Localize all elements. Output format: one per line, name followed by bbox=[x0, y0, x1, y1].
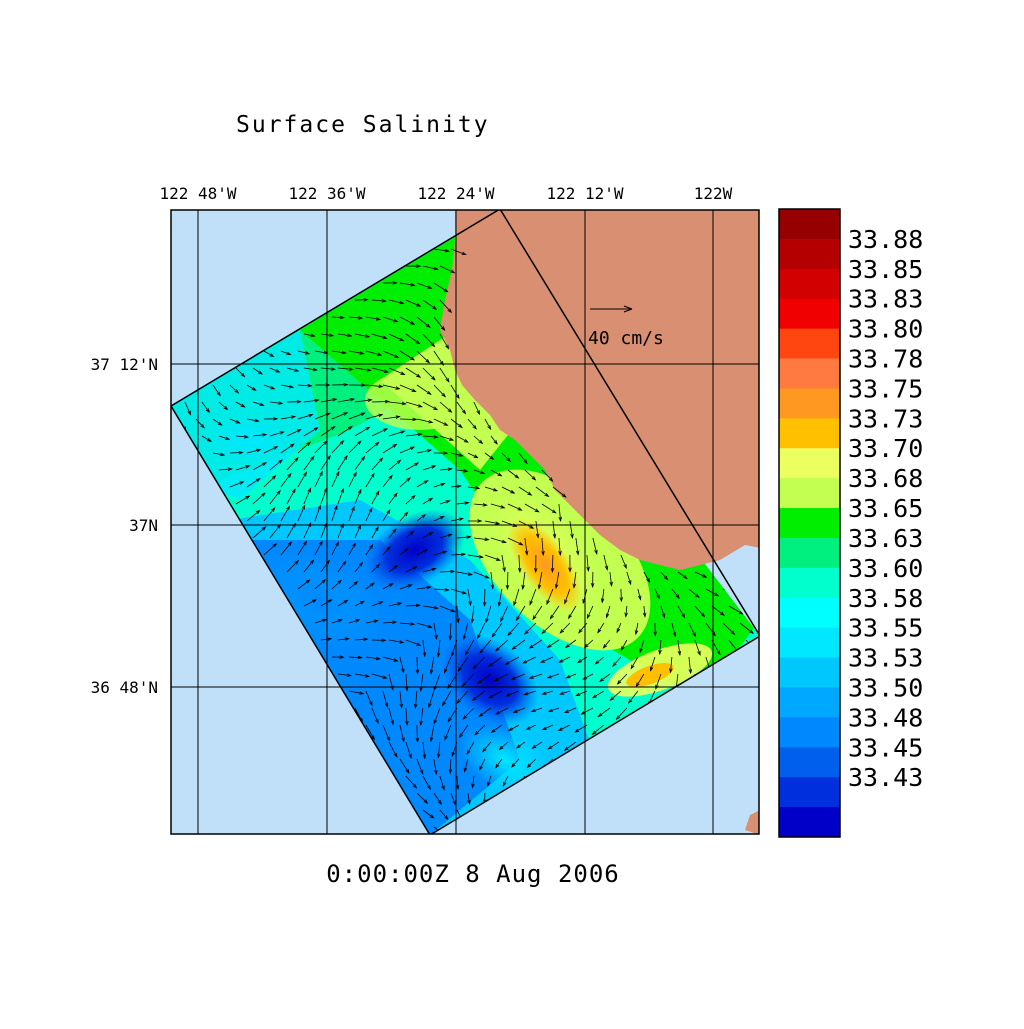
lon-label: 122 24'W bbox=[417, 184, 494, 203]
lat-label: 37N bbox=[129, 516, 158, 535]
colorbar-tick-label: 33.60 bbox=[848, 554, 923, 583]
colorbar-tick-label: 33.58 bbox=[848, 584, 923, 613]
colorbar-tick-label: 33.53 bbox=[848, 644, 923, 673]
colorbar-swatch bbox=[779, 299, 840, 329]
colorbar-swatch bbox=[779, 269, 840, 299]
colorbar-swatch bbox=[779, 628, 840, 658]
colorbar-swatch bbox=[779, 777, 840, 807]
colorbar-tick-label: 33.45 bbox=[848, 733, 923, 762]
colorbar-swatch bbox=[779, 448, 840, 478]
colorbar-swatch bbox=[779, 598, 840, 628]
current-arrow bbox=[400, 419, 416, 420]
colorbar-tick-label: 33.75 bbox=[848, 374, 923, 403]
colorbar-swatch bbox=[779, 508, 840, 538]
colorbar-labels: 33.8833.8533.8333.8033.7833.7533.7333.70… bbox=[848, 225, 923, 792]
lon-label: 122 12'W bbox=[546, 184, 623, 203]
current-arrow bbox=[507, 572, 508, 589]
colorbar-swatch bbox=[779, 239, 840, 269]
colorbar-tick-label: 33.85 bbox=[848, 255, 923, 284]
colorbar-tick-label: 33.43 bbox=[848, 763, 923, 792]
lat-label: 36 48'N bbox=[91, 678, 158, 697]
colorbar-swatch bbox=[779, 658, 840, 688]
colorbar-tick-label: 33.83 bbox=[848, 285, 923, 314]
lat-label: 37 12'N bbox=[91, 355, 158, 374]
colorbar-swatch bbox=[779, 209, 840, 239]
salinity-colorbar bbox=[779, 209, 840, 838]
plot-title: Surface Salinity bbox=[236, 112, 490, 138]
colorbar-swatch bbox=[779, 807, 840, 837]
lon-label: 122W bbox=[694, 184, 733, 203]
colorbar-tick-label: 33.50 bbox=[848, 673, 923, 702]
timestamp-label: 0:00:00Z 8 Aug 2006 bbox=[326, 860, 620, 888]
colorbar-tick-label: 33.78 bbox=[848, 345, 923, 374]
colorbar-swatch bbox=[779, 359, 840, 389]
reference-vector-label: 40 cm/s bbox=[588, 328, 664, 349]
colorbar-tick-label: 33.70 bbox=[848, 434, 923, 463]
colorbar-swatch bbox=[779, 329, 840, 359]
colorbar-swatch bbox=[779, 687, 840, 717]
map-panel: 40 cm/s bbox=[160, 200, 780, 850]
lon-label: 122 36'W bbox=[288, 184, 365, 203]
colorbar-swatch bbox=[779, 568, 840, 598]
colorbar-swatch bbox=[779, 538, 840, 568]
colorbar-tick-label: 33.73 bbox=[848, 404, 923, 433]
colorbar-swatch bbox=[779, 747, 840, 777]
colorbar-swatch bbox=[779, 717, 840, 747]
current-arrow bbox=[372, 402, 389, 403]
colorbar-tick-label: 33.48 bbox=[848, 703, 923, 732]
lon-label: 122 48'W bbox=[159, 184, 236, 203]
colorbar-swatch bbox=[779, 388, 840, 418]
colorbar-tick-label: 33.68 bbox=[848, 464, 923, 493]
colorbar-tick-label: 33.65 bbox=[848, 494, 923, 523]
colorbar-tick-label: 33.80 bbox=[848, 315, 923, 344]
colorbar-tick-label: 33.63 bbox=[848, 524, 923, 553]
colorbar-swatch bbox=[779, 478, 840, 508]
latitude-labels: 37 12'N 37N 36 48'N bbox=[91, 355, 158, 697]
longitude-labels: 122 48'W 122 36'W 122 24'W 122 12'W 122W bbox=[159, 184, 732, 203]
colorbar-tick-label: 33.88 bbox=[848, 225, 923, 254]
colorbar-tick-label: 33.55 bbox=[848, 614, 923, 643]
colorbar-swatch bbox=[779, 418, 840, 448]
current-arrow bbox=[552, 555, 553, 572]
